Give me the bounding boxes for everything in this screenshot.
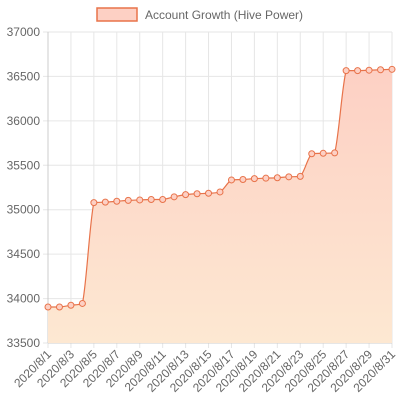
data-point[interactable] (67, 301, 75, 309)
data-point[interactable] (388, 65, 396, 73)
data-point[interactable] (101, 198, 109, 206)
data-point[interactable] (78, 299, 86, 307)
data-point[interactable] (55, 303, 63, 311)
data-point[interactable] (250, 175, 258, 183)
data-point[interactable] (308, 150, 316, 158)
data-point[interactable] (331, 149, 339, 157)
y-tick-label: 34500 (7, 247, 41, 261)
y-tick-label: 35000 (7, 203, 41, 217)
data-point[interactable] (285, 173, 293, 181)
y-tick-label: 36000 (7, 114, 41, 128)
data-point[interactable] (147, 195, 155, 203)
data-point[interactable] (124, 196, 132, 204)
data-point[interactable] (113, 197, 121, 205)
legend[interactable]: Account Growth (Hive Power) (96, 7, 303, 22)
legend-swatch[interactable] (96, 7, 138, 22)
data-point[interactable] (377, 66, 385, 74)
y-axis-ticks: 33500 34000 34500 35000 35500 36000 36500 37000 (7, 25, 41, 350)
data-point[interactable] (296, 172, 304, 180)
data-point[interactable] (342, 67, 350, 75)
data-point[interactable] (319, 149, 327, 157)
data-point[interactable] (227, 176, 235, 184)
y-tick-label: 34000 (7, 292, 41, 306)
data-point[interactable] (170, 193, 178, 201)
y-tick-label: 37000 (7, 25, 41, 39)
data-point[interactable] (205, 189, 213, 197)
data-point[interactable] (354, 67, 362, 75)
data-point[interactable] (273, 174, 281, 182)
data-points (44, 65, 396, 311)
y-tick-label: 35500 (7, 158, 41, 172)
data-point[interactable] (44, 303, 52, 311)
y-tick-label: 36500 (7, 69, 41, 83)
x-axis-ticks: 2020/8/12020/8/32020/8/52020/8/72020/8/9… (11, 347, 398, 395)
data-point[interactable] (365, 66, 373, 74)
data-point[interactable] (182, 191, 190, 199)
data-point[interactable] (193, 190, 201, 198)
legend-label[interactable]: Account Growth (Hive Power) (145, 8, 303, 22)
area-fill (48, 69, 392, 343)
data-point[interactable] (216, 188, 224, 196)
data-point[interactable] (136, 196, 144, 204)
data-point[interactable] (159, 195, 167, 203)
y-tick-label: 33500 (7, 336, 41, 350)
data-point[interactable] (262, 174, 270, 182)
data-point[interactable] (90, 199, 98, 207)
data-point[interactable] (239, 176, 247, 184)
